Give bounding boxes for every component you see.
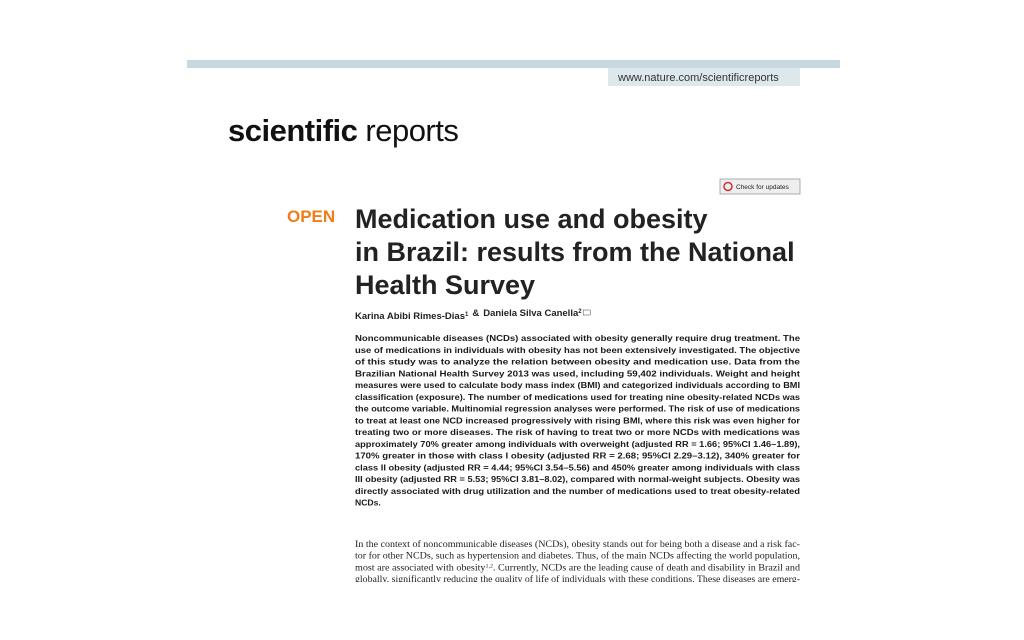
abstract-line: Brazilian National Health Survey 2013 wa… [355,368,800,378]
intro-text: . Currently, NCDs are the leading cause … [493,562,800,572]
abstract-line: measures were used to calculate body mas… [355,380,800,390]
url: www.nature.com/scientificreports [617,72,779,84]
author-name: Karina Abibi Rimes-Dias [355,311,465,322]
abstract-line: Noncommunicable diseases (NCDs) associat… [355,333,800,343]
logo-regular: reports [365,113,458,148]
intro-line: In the context of noncommunicable diseas… [355,539,800,549]
intro-text: most are associated with obesity [355,562,486,572]
introduction: In the context of noncommunicable diseas… [355,539,800,584]
abstract-line: to treat at least one NCD increased prog… [355,415,801,425]
abstract-line: classification (exposure). The number of… [355,392,800,402]
abstract-line: class II obesity (adjusted RR = 4.44; 95… [355,462,800,472]
abstract-line: III obesity (adjusted RR = 5.53; 95%CI 3… [355,474,800,484]
citation: 1,2 [485,563,493,569]
logo-bold: scientific [228,113,358,148]
title-line: Medication use and obesity [355,204,708,234]
abstract-line: directly associated with drug utilizatio… [355,486,800,496]
abstract-line: the outcome variable. Multinomial regres… [355,404,800,414]
abstract: Noncommunicable diseases (NCDs) associat… [355,333,801,508]
abstract-line: treating two or more diseases. The risk … [355,427,800,437]
abstract-line: use of medications in individuals with o… [355,345,800,355]
check-updates-button[interactable]: Check for updates [719,178,801,195]
author-affiliation: 1 [465,312,469,318]
title-line: in Brazil: results from the National [355,237,795,267]
intro-line: tor for other NCDs, such as hypertension… [355,551,800,561]
intro-line: most are associated with obesity 1,2. Cur… [355,562,800,572]
intro-line: globally, significantly reducing the qua… [355,574,800,584]
button-icon[interactable] [723,181,733,192]
button-label[interactable]: Check for updates [736,184,790,191]
abstract-line: 170% greater in those with class I obesi… [355,451,801,461]
author-separator: & [472,308,479,319]
button-frame[interactable] [719,178,801,195]
top-band [187,60,840,68]
journal-logo: scientific reports [228,113,458,148]
abstract-line: of this study was to analyze the relatio… [355,357,800,367]
open-access-label: OPEN [287,207,335,226]
author-name: Daniela Silva Canella [483,308,579,319]
url-tab [608,68,800,86]
email-icon [582,309,591,316]
author-affiliation: 2 [578,309,582,315]
title-line: Health Survey [355,270,535,300]
authors: Karina Abibi Rimes-Dias1 & Daniela Silva C… [355,308,582,322]
abstract-line: approximately 70% greater among individu… [355,439,800,449]
abstract-line: NCDs. [355,498,381,508]
